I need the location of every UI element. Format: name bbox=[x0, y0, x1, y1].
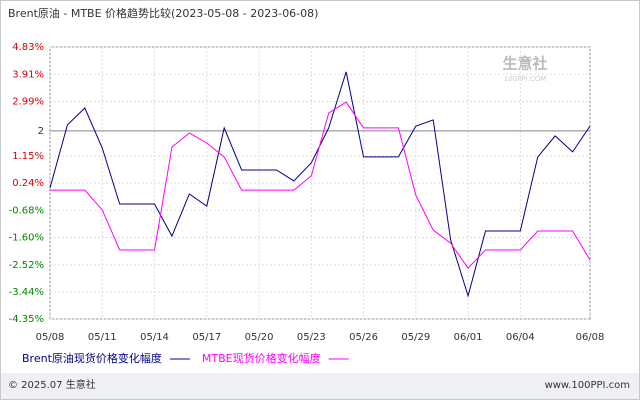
chart-title: Brent原油 - MTBE 价格趋势比较(2023-05-08 - 2023-… bbox=[8, 6, 318, 20]
x-tick-label: 05/08 bbox=[36, 332, 65, 343]
y-tick-label: 2.99% bbox=[12, 97, 44, 108]
y-tick-label: -0.68% bbox=[9, 205, 44, 216]
x-tick-label: 06/01 bbox=[454, 332, 483, 343]
y-tick-label: 2 bbox=[38, 126, 44, 137]
y-tick-label: -4.35% bbox=[9, 314, 44, 325]
watermark-name: 生意社 bbox=[502, 55, 547, 73]
series-line bbox=[50, 101, 591, 269]
x-tick-label: 06/08 bbox=[576, 332, 605, 343]
x-tick-label: 06/04 bbox=[506, 332, 535, 343]
y-tick-label: 0.24% bbox=[12, 178, 44, 189]
y-tick-label: 4.83% bbox=[12, 42, 44, 53]
y-tick-label: -3.44% bbox=[9, 287, 44, 298]
legend-label: Brent原油现货价格变化幅度 bbox=[22, 351, 162, 365]
y-tick-label: 3.91% bbox=[12, 69, 44, 80]
x-tick-label: 05/26 bbox=[349, 332, 378, 343]
watermark-site: 100PPI.COM bbox=[504, 75, 547, 83]
y-tick-label: -2.52% bbox=[9, 260, 44, 271]
y-tick-label: -1.60% bbox=[9, 233, 44, 244]
x-tick-label: 05/14 bbox=[140, 332, 169, 343]
y-tick-label: 1.15% bbox=[12, 151, 44, 162]
x-tick-label: 05/23 bbox=[297, 332, 326, 343]
x-tick-label: 05/17 bbox=[192, 332, 221, 343]
footer-copyright: © 2025.07 生意社 bbox=[8, 378, 96, 391]
legend-label: MTBE现货价格变化幅度 bbox=[202, 351, 321, 365]
x-tick-label: 05/20 bbox=[245, 332, 274, 343]
footer-site: www.100PPI.com bbox=[545, 380, 630, 391]
x-tick-label: 05/11 bbox=[88, 332, 117, 343]
footer-bar bbox=[1, 373, 639, 399]
x-tick-label: 05/29 bbox=[401, 332, 430, 343]
